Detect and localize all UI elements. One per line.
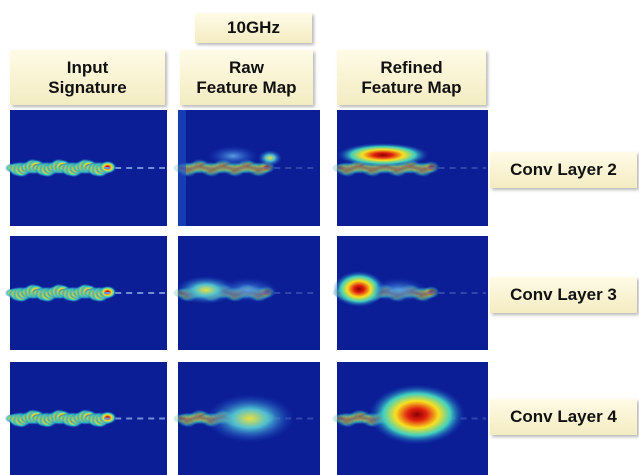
- row-label: Conv Layer 3: [490, 277, 637, 313]
- signal-blob: [422, 160, 441, 174]
- column-header: Refined Feature Map: [337, 50, 486, 105]
- column-header: Raw Feature Map: [180, 50, 313, 105]
- column-header: Input Signature: [10, 50, 165, 105]
- header-line: Raw: [229, 57, 264, 77]
- row-label: Conv Layer 4: [490, 399, 637, 435]
- edge-glow: [178, 110, 186, 226]
- activation: [369, 384, 465, 445]
- activation: [337, 143, 429, 167]
- row-label: Conv Layer 2: [490, 152, 637, 188]
- activation: [176, 276, 236, 304]
- activation: [371, 278, 427, 302]
- activation: [258, 150, 282, 166]
- activation: [333, 271, 385, 307]
- activation: [208, 146, 258, 166]
- header-line: Input: [66, 57, 109, 77]
- activation: [206, 394, 294, 443]
- header-line: Signature: [48, 77, 127, 97]
- activation: [218, 278, 278, 302]
- frequency-label: 10GHz: [195, 13, 312, 43]
- header-line: Feature Map: [196, 77, 297, 97]
- header-line: Feature Map: [361, 77, 462, 97]
- header-line: Refined: [380, 57, 443, 77]
